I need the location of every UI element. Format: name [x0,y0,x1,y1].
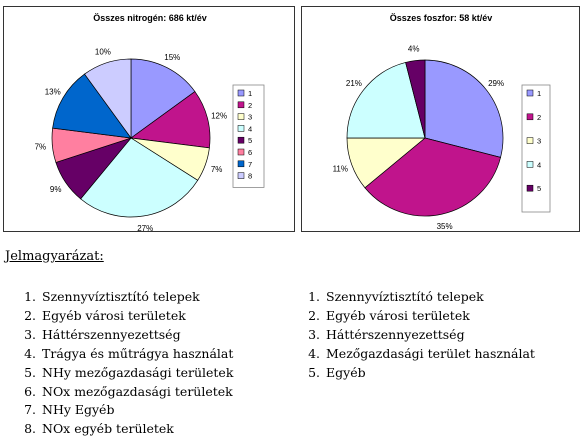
slice-label-1: 15% [164,53,180,62]
pie-slice-4 [346,62,426,139]
legend-swatch-8 [237,172,245,179]
phosphorus-key-item: 1. Szennyvíztisztító telepek [298,288,535,307]
phosphorus-pie-chart: Összes foszfor: 58 kt/év 29% 35% 11% 21% 4% 1… [333,13,551,231]
pie-slice-1 [424,59,504,158]
nitrogen-key-item: 4. Trágya és műtrágya használat [14,345,233,364]
key-item-number: 6. [24,383,36,399]
key-item-label: NOx egyéb területek [42,421,174,437]
legend-swatch-6 [237,148,245,156]
key-item-number: 1. [308,289,320,304]
key-item-label: NHy Egyéb [42,402,115,418]
nitrogen-key-item: 1. Szennyvíztisztító telepek [14,288,233,307]
legend-label-3: 3 [248,113,252,122]
key-item-label: NHy mezőgazdasági területek [42,364,234,380]
pie-slice-4 [80,137,199,218]
nitrogen-key-list: 1. Szennyvíztisztító telepek 2. Egyéb város… [14,288,233,439]
legend-swatch-3 [237,113,245,120]
legend-swatch-3 [526,137,534,144]
pie-slice-1 [130,58,196,139]
key-item-label: Szennyvíztisztító telepek [42,289,200,304]
key-item-number: 3. [24,326,36,342]
key-item-label: Szennyvíztisztító telepek [326,289,484,304]
legend-label-6: 6 [248,148,252,157]
phosphorus-key-list: 1. Szennyvíztisztító telepek 2. Egyéb város… [298,288,535,383]
pie-slice-2 [364,137,501,217]
nitrogen-key-item: 2. Egyéb városi területek [14,307,233,326]
legend-label-4: 4 [248,124,252,133]
key-item-number: 2. [24,307,36,323]
nitrogen-key-item: 7. NHy Egyéb [14,401,233,420]
nitrogen-pie-chart: Összes nitrogén: 686 kt/év 15%12%7%27%9%… [35,13,265,233]
legend-swatch-5 [237,136,245,144]
key-item-label: NOx mezőgazdasági területek [42,383,233,399]
pie-slice-5 [405,59,426,139]
nitrogen-chart-panel: Összes nitrogén: 686 kt/év 15% 12% 7% 27% 9%… [3,6,295,233]
nitrogen-key-item: 6. NOx mezőgazdasági területek [14,383,233,402]
legend-label-3: 3 [537,137,541,146]
pie-slice-7 [52,73,132,139]
nitrogen-key-item: 3. Háttérszennyezettség [14,326,233,345]
nitrogen-chart-title: Összes nitrogén: 686 kt/év [93,13,207,23]
key-item-number: 1. [24,289,36,304]
key-item-number: 4. [308,345,320,361]
phosphorus-key-item: 3. Háttérszennyezettség [298,326,535,345]
key-item-label: Egyéb [326,364,366,380]
legend-box [521,84,551,213]
legend-label-4: 4 [537,160,541,169]
legend-swatch-7 [237,160,245,168]
key-item-label: Háttérszennyezettség [42,326,181,342]
slice-label-2: 35% [437,222,453,231]
legend-label-7: 7 [248,160,252,169]
legend-label-5: 5 [248,136,252,145]
legend-label-1: 1 [537,89,541,98]
slice-label-4: 27% [137,224,153,233]
legend-label-8: 8 [248,172,252,181]
nitrogen-key-item: 8. NOx egyéb területek [14,420,233,439]
legend-label-2: 2 [537,113,541,122]
key-item-label: Trágya és műtrágya használat [42,345,234,361]
key-item-number: 5. [24,364,36,380]
pie-slice-8 [84,58,132,140]
key-item-number: 4. [24,345,36,361]
slice-label-8: 10% [95,48,111,57]
nitrogen-key-item: 5. NHy mezőgazdasági területek [14,364,233,383]
legend-swatch-2 [526,113,534,121]
key-item-number: 3. [308,326,320,342]
legend-swatch-1 [526,89,534,97]
legend-swatch-4 [237,125,245,132]
slice-label-3: 7% [211,165,223,174]
key-item-number: 7. [24,402,36,418]
slice-label-4: 21% [346,79,362,88]
legend-label-1: 1 [248,89,252,98]
key-item-label: Egyéb városi területek [42,307,186,323]
legend-label-2: 2 [248,101,252,110]
key-item-number: 8. [24,421,36,437]
phosphorus-key-item: 5. Egyéb [298,364,535,383]
key-item-number: 2. [308,307,320,323]
slice-label-6: 7% [35,143,47,152]
slice-label-3: 11% [333,165,348,174]
slice-label-2: 12% [211,111,227,120]
legend-swatch-4 [526,161,534,168]
phosphorus-chart-panel: Összes foszfor: 58 kt/év 29% 35% 11% 21% 4% 1… [301,6,580,232]
key-heading: Jelmagyarázat: [5,249,104,264]
slice-label-1: 29% [488,79,504,88]
key-item-label: Egyéb városi területek [326,307,470,323]
legend-label-5: 5 [537,184,541,193]
key-item-number: 5. [308,364,320,380]
key-item-label: Háttérszennyezettség [326,326,465,342]
legend-swatch-1 [237,89,245,97]
pie-slice-2 [130,91,211,149]
phosphorus-key-item: 2. Egyéb városi területek [298,307,535,326]
slice-label-7: 13% [45,88,61,97]
key-item-label: Mezőgazdasági terület használat [326,345,535,361]
slice-label-5: 4% [408,45,420,54]
phosphorus-chart-title: Összes foszfor: 58 kt/év [390,13,493,23]
slice-label-5: 9% [50,185,62,194]
phosphorus-key-item: 4. Mezőgazdasági terület használat [298,345,535,364]
legend-swatch-5 [526,184,534,192]
legend-swatch-2 [237,101,245,109]
